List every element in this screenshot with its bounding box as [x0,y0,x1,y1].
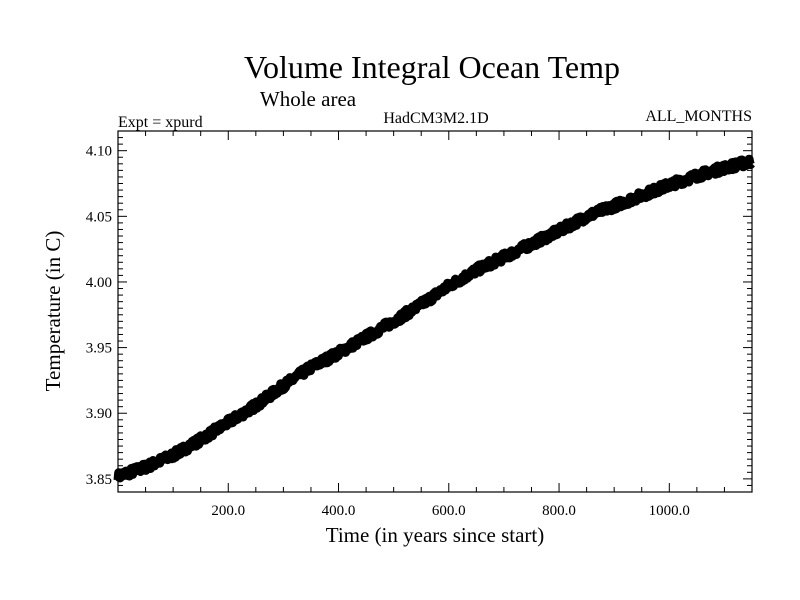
y-tick-label: 4.10 [86,144,112,160]
y-axis-label: Temperature (in C) [41,231,65,392]
x-tick-label: 1000.0 [649,503,690,519]
model-label: HadCM3M2.1D [383,110,488,127]
months-label: ALL_MONTHS [645,108,752,125]
expt-label: Expt = xpurd [118,114,203,131]
x-tick-label: 200.0 [211,503,245,519]
y-tick-label: 4.00 [86,275,112,291]
x-tick-label: 400.0 [322,503,356,519]
y-tick-label: 4.05 [86,209,112,225]
tick-layer: 200.0 400.0 600.0 800.0 1000.0 3.85 3.90 3.95 4.… [86,131,753,519]
y-tick-label: 3.95 [86,341,112,357]
series-line [113,154,756,483]
y-tick-label: 3.90 [86,406,112,422]
x-axis-label: Time (in years since start) [326,523,545,547]
chart-title: Volume Integral Ocean Temp [244,49,620,85]
x-tick-label: 600.0 [432,503,466,519]
plot-frame [117,130,753,493]
y-tick-label: 3.85 [86,472,112,488]
data-layer [113,154,756,483]
x-tick-label: 800.0 [542,503,576,519]
chart-subtitle: Whole area [260,87,357,111]
